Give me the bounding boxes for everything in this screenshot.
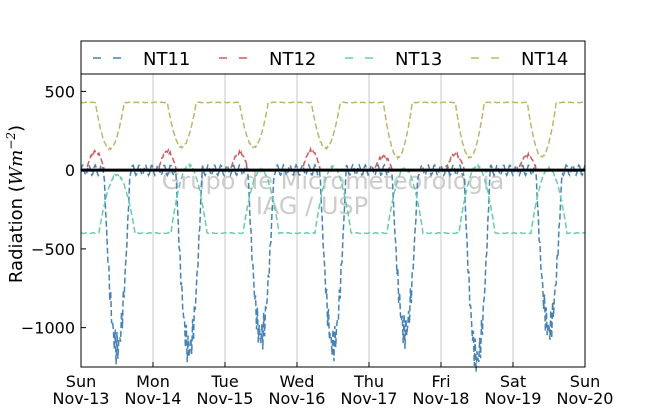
x-tick-date-3: Nov-16 [269,389,326,408]
plot-frame [80,40,586,368]
series-line-nt13 [80,163,586,235]
y-axis-label-suffix: ) [6,125,27,132]
y-tick-label-1: 0 [65,161,75,180]
x-tick-day-6: Sat [500,372,526,391]
x-tick-date-4: Nov-17 [341,389,398,408]
legend-label-nt13: NT13 [395,49,442,70]
legend-label-nt11: NT11 [143,49,190,70]
x-tick-date-7: Nov-20 [557,389,614,408]
x-tick-date-0: Nov-13 [53,389,110,408]
x-tick-day-4: Thu [353,372,384,391]
x-tick-day-5: Fri [431,372,450,391]
x-tick-day-3: Wed [280,372,315,391]
x-tick-day-2: Tue [210,372,238,391]
y-axis-label-exponent: −2 [4,132,18,150]
y-axis: 500 0 −500 −1000 [21,82,86,338]
plot-area [81,41,585,367]
y-tick-label-3: −1000 [21,319,75,338]
series-line-nt11 [80,163,586,372]
legend: NT11 NT12 NT13 NT14 [80,40,586,75]
series-line-nt14 [80,101,586,160]
legend-label-nt14: NT14 [521,49,568,70]
x-tick-date-6: Nov-19 [485,389,542,408]
x-tick-date-5: Nov-18 [413,389,470,408]
x-tick-day-7: Sun [570,372,600,391]
x-tick-day-1: Mon [136,372,170,391]
y-axis-label-prefix: Radiation ( [6,185,27,283]
x-tick-day-0: Sun [66,372,96,391]
x-tick-date-2: Nov-15 [197,389,254,408]
x-tick-date-1: Nov-14 [125,389,182,408]
x-axis: SunNov-13MonNov-14TueNov-15WedNov-16ThuN… [53,362,614,408]
legend-label-nt12: NT12 [269,49,316,70]
y-axis-label-unit: Wm [6,150,27,186]
grid [152,41,514,367]
y-axis-label: Radiation (Wm−2) [4,125,27,283]
y-tick-label-2: −500 [31,240,75,259]
y-tick-label-0: 500 [44,82,75,101]
